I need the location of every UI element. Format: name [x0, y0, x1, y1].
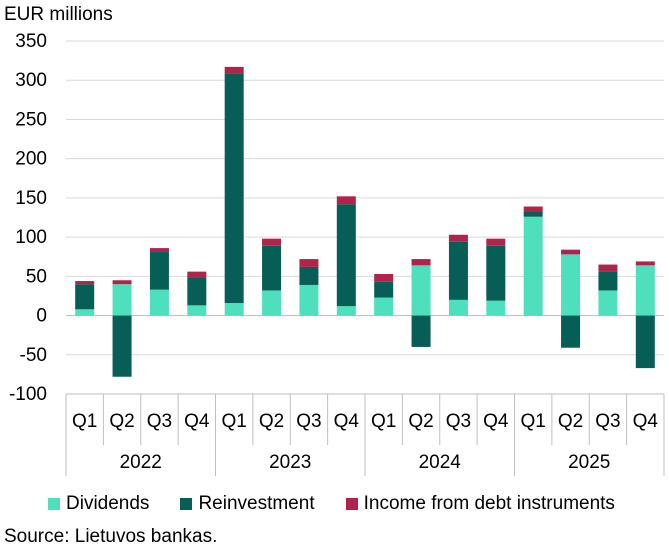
x-tick-label: Q2	[109, 411, 134, 432]
bar-dividends	[598, 290, 618, 316]
bar-income-from-debt-instruments	[561, 249, 581, 255]
x-tick-label: Q1	[521, 411, 546, 432]
bar-dividends	[448, 299, 468, 316]
legend-item-dividends: Dividends	[48, 493, 149, 515]
bar-dividends	[635, 265, 655, 316]
bar-reinvestment	[486, 245, 506, 301]
x-year-label: 2023	[269, 452, 311, 473]
x-tick-label: Q4	[633, 411, 659, 432]
y-tick-label: 150	[15, 188, 47, 209]
bar-income-from-debt-instruments	[299, 259, 319, 267]
legend: Dividends Reinvestment Income from debt …	[48, 490, 646, 518]
x-tick-label: Q3	[595, 411, 620, 432]
y-tick-label: -50	[20, 345, 47, 366]
x-tick-label: Q3	[446, 411, 471, 432]
x-tick-label: Q4	[184, 411, 210, 432]
bar-dividends	[486, 300, 506, 316]
bar-dividends	[112, 284, 132, 316]
bar-reinvestment	[112, 315, 132, 377]
y-tick-label: 300	[15, 70, 47, 91]
bar-reinvestment	[523, 212, 543, 217]
bar-dividends	[561, 254, 581, 316]
x-tick-label: Q3	[296, 411, 321, 432]
bar-reinvestment	[187, 277, 207, 306]
y-tick-label: 200	[15, 149, 47, 170]
bar-reinvestment	[149, 252, 169, 290]
y-tick-label: 0	[36, 306, 47, 327]
bar-reinvestment	[411, 315, 431, 347]
bar-income-from-debt-instruments	[523, 206, 543, 213]
x-tick-label: Q1	[72, 411, 97, 432]
legend-swatch-reinvestment	[180, 498, 193, 510]
bar-income-from-debt-instruments	[336, 196, 356, 205]
x-year-label: 2025	[568, 452, 610, 473]
bar-dividends	[262, 290, 282, 316]
bar-reinvestment	[262, 245, 282, 291]
bar-reinvestment	[224, 73, 244, 304]
bar-dividends	[187, 305, 207, 316]
bar-reinvestment	[598, 271, 618, 291]
x-tick-label: Q2	[259, 411, 284, 432]
bar-income-from-debt-instruments	[224, 66, 244, 74]
bar-income-from-debt-instruments	[635, 261, 655, 266]
x-tick-label: Q4	[483, 411, 509, 432]
bar-dividends	[336, 306, 356, 316]
x-year-label: 2024	[419, 452, 462, 473]
y-tick-label: 350	[15, 31, 47, 52]
legend-swatch-debt-income	[345, 498, 358, 510]
bar-income-from-debt-instruments	[486, 238, 506, 246]
bar-dividends	[411, 265, 431, 316]
x-axis: Q1 Q2 Q3 Q4 Q1 Q2 Q3 Q4 Q1 Q2 Q3 Q4 Q1 Q2 Q3 Q4 2022 2023…	[65, 393, 665, 476]
bar-reinvestment	[561, 315, 581, 348]
x-tick-label: Q1	[371, 411, 396, 432]
bar-dividends	[374, 297, 394, 316]
bar-dividends	[299, 284, 319, 316]
x-tick-label: Q2	[408, 411, 433, 432]
bars	[75, 66, 655, 377]
x-tick-label: Q2	[558, 411, 583, 432]
bar-income-from-debt-instruments	[598, 264, 618, 272]
y-axis-title: EUR millions	[4, 4, 113, 25]
bar-income-from-debt-instruments	[187, 271, 207, 278]
y-tick-label: 50	[26, 266, 47, 287]
bar-dividends	[149, 289, 169, 316]
bar-reinvestment	[299, 266, 319, 285]
legend-item-reinvestment: Reinvestment	[180, 493, 315, 515]
source-note: Source: Lietuvos bankas.	[4, 526, 218, 547]
y-tick-label: 250	[15, 109, 47, 130]
bar-dividends	[75, 309, 95, 316]
bar-reinvestment	[336, 204, 356, 307]
bar-reinvestment	[635, 315, 655, 369]
bar-income-from-debt-instruments	[448, 234, 468, 242]
legend-label-reinvestment: Reinvestment	[198, 493, 315, 514]
x-year-label: 2022	[120, 452, 162, 473]
bar-income-from-debt-instruments	[262, 238, 282, 246]
stacked-bar-chart: EUR millions -100 -50 0 50 100 150 200 250 300 35…	[4, 4, 665, 476]
legend-label-debt-income: Income from debt instruments	[363, 493, 615, 514]
bar-reinvestment	[448, 241, 468, 300]
y-tick-label: -100	[9, 384, 47, 405]
bar-income-from-debt-instruments	[374, 273, 394, 282]
legend-item-debt-income: Income from debt instruments	[345, 493, 615, 515]
x-tick-label: Q1	[222, 411, 247, 432]
bar-reinvestment	[374, 281, 394, 298]
bar-reinvestment	[75, 284, 95, 310]
y-tick-labels: -100 -50 0 50 100 150 200 250 300 350	[9, 31, 47, 405]
y-tick-label: 100	[15, 227, 47, 248]
legend-swatch-dividends	[48, 498, 60, 510]
x-tick-label: Q3	[147, 411, 172, 432]
bar-income-from-debt-instruments	[411, 259, 431, 266]
legend-label-dividends: Dividends	[66, 493, 150, 514]
x-tick-label: Q4	[334, 411, 360, 432]
bar-dividends	[224, 303, 244, 316]
bar-dividends	[523, 216, 543, 316]
bar-income-from-debt-instruments	[112, 280, 132, 285]
bar-income-from-debt-instruments	[75, 281, 95, 285]
bar-income-from-debt-instruments	[149, 248, 169, 253]
